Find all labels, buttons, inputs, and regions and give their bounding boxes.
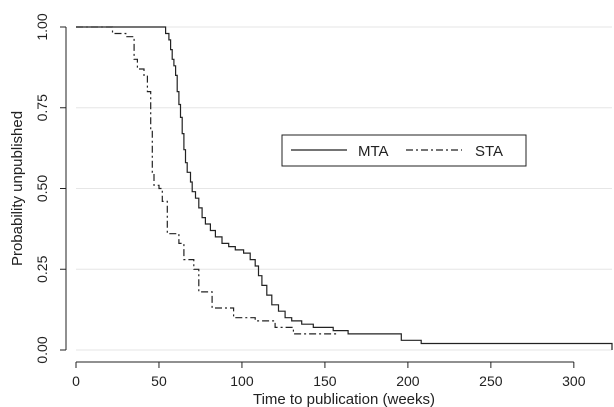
x-tick-label-0: 0: [72, 373, 80, 389]
x-tick-label-3: 150: [313, 373, 337, 389]
tick-marks: [60, 26, 575, 368]
x-axis-title: Time to publication (weeks): [253, 391, 435, 407]
legend-label-mta: MTA: [358, 143, 389, 160]
tick-labels: 0.00 0.25 0.50 0.75 1.00 0 50 100 150 200 250 300: [34, 13, 586, 389]
y-tick-label-1: 0.25: [34, 255, 50, 282]
y-tick-label-4: 1.00: [34, 13, 50, 40]
x-tick-label-6: 300: [562, 373, 586, 389]
x-tick-label-5: 250: [479, 373, 503, 389]
x-tick-label-2: 100: [230, 373, 254, 389]
legend-label-sta: STA: [475, 143, 503, 160]
x-tick-label-4: 200: [396, 373, 420, 389]
y-tick-label-0: 0.00: [34, 336, 50, 363]
legend: MTA STA: [281, 134, 527, 167]
y-tick-label-3: 0.75: [34, 94, 50, 121]
series-line-mta: [76, 26, 613, 350]
y-tick-label-2: 0.50: [34, 175, 50, 202]
y-axis-title: Probability unpublished: [9, 111, 26, 266]
series-line-sta: [76, 26, 337, 335]
x-tick-label-1: 50: [151, 373, 167, 389]
series-layer: [76, 26, 613, 350]
